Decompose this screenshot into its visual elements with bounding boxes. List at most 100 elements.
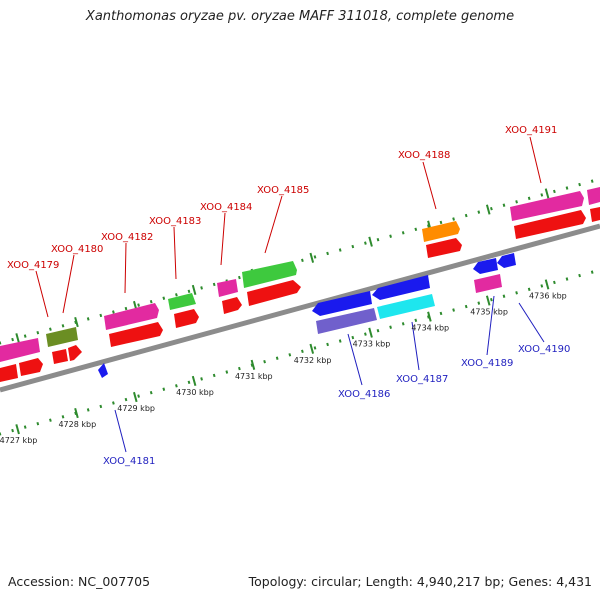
tick-major <box>544 188 550 199</box>
tick-minor <box>124 306 128 311</box>
tick-minor <box>225 370 229 374</box>
gene-xoo-4189[interactable] <box>474 274 502 293</box>
gene-xoo-4188[interactable] <box>422 221 460 242</box>
gene-label[interactable]: XOO_4183 <box>149 216 201 227</box>
gene-label[interactable]: XOO_4190 <box>518 344 570 355</box>
tick-minor <box>464 213 468 218</box>
tick-major <box>368 236 373 247</box>
tick-minor <box>313 346 317 350</box>
gene-forward-red[interactable] <box>19 358 43 376</box>
gene-forward-red[interactable] <box>514 210 586 239</box>
tick-minor <box>351 244 355 249</box>
tick-minor <box>313 255 317 259</box>
gene-label[interactable]: XOO_4185 <box>257 185 309 196</box>
tick-minor <box>200 286 203 290</box>
gene-xoo-4180[interactable] <box>46 327 78 347</box>
tick-minor <box>175 293 178 297</box>
tick-minor <box>376 328 380 333</box>
scale-label: 4729 kbp <box>117 404 155 413</box>
gene-xoo-4186[interactable] <box>312 291 372 316</box>
tick-minor <box>326 251 329 256</box>
tick-minor <box>11 337 14 342</box>
accession-text: Accession: NC_007705 <box>8 574 151 589</box>
gene-label[interactable]: XOO_4179 <box>7 260 59 271</box>
gene-xoo-4186-rna[interactable] <box>316 308 377 334</box>
scale-label: 4730 kbp <box>176 388 214 397</box>
tick-minor <box>553 189 556 194</box>
tick-minor <box>376 237 380 242</box>
tick-minor <box>527 287 531 292</box>
gene-xoo-4190[interactable] <box>473 258 498 274</box>
tick-minor <box>364 332 367 336</box>
gene-label[interactable]: XOO_4181 <box>103 456 155 467</box>
tick-minor <box>590 179 594 183</box>
forward-leader-lines <box>35 136 542 318</box>
tick-minor <box>137 303 140 307</box>
tick-major <box>368 327 373 338</box>
gene-forward-pink[interactable] <box>0 338 40 362</box>
tick-major <box>427 311 432 322</box>
tick-minor <box>36 421 40 426</box>
tick-minor <box>414 227 418 232</box>
gene-xoo-4182[interactable] <box>104 303 159 330</box>
tick-minor <box>326 342 329 347</box>
scale-labels: 4727 kbp 4728 kbp 4729 kbp 4730 kbp 4731 kbp… <box>0 291 567 445</box>
gene-xoo-4181[interactable] <box>98 363 108 378</box>
tick-major <box>191 375 197 387</box>
tick-minor <box>175 384 178 388</box>
reverse-genes <box>98 253 516 378</box>
gene-forward-pink[interactable] <box>587 187 600 205</box>
tick-minor <box>515 291 518 295</box>
gene-forward-red[interactable] <box>590 207 600 222</box>
tick-minor <box>112 401 115 405</box>
tick-minor <box>502 294 506 298</box>
tick-minor <box>338 339 342 343</box>
tick-minor <box>162 296 166 300</box>
map-title: Xanthomonas oryzae pv. oryzae MAFF 31101… <box>85 9 515 24</box>
gene-forward-red[interactable] <box>109 322 163 347</box>
gene-label[interactable]: XOO_4182 <box>101 232 153 243</box>
tick-minor <box>427 224 430 228</box>
gene-forward-red[interactable] <box>0 364 18 382</box>
tick-minor <box>527 196 531 201</box>
tick-minor <box>49 418 52 422</box>
gene-label[interactable]: XOO_4184 <box>200 202 252 213</box>
tick-minor <box>212 373 216 378</box>
tick-minor <box>23 334 27 338</box>
tick-minor <box>452 217 455 221</box>
gene-forward-red[interactable] <box>52 349 68 364</box>
gene-label[interactable]: XOO_4186 <box>338 389 390 400</box>
gene-forward-red[interactable] <box>247 280 301 306</box>
gene-xoo-4191[interactable] <box>510 191 584 221</box>
tick-minor <box>338 248 342 252</box>
tick-minor <box>565 186 569 190</box>
tick-minor <box>490 297 493 302</box>
gene-xoo-4184[interactable] <box>217 279 238 297</box>
tick-minor <box>389 325 392 329</box>
gene-forward-red[interactable] <box>426 238 462 258</box>
forward-genes <box>0 187 600 382</box>
gene-xoo-4190[interactable] <box>497 253 516 268</box>
tick-minor <box>99 313 103 318</box>
tick-minor <box>477 301 481 305</box>
tick-minor <box>86 408 90 412</box>
gene-label[interactable]: XOO_4180 <box>51 244 103 255</box>
gene-forward-red[interactable] <box>174 309 199 328</box>
tick-minor <box>502 203 506 207</box>
gene-label[interactable]: XOO_4189 <box>461 358 513 369</box>
gene-label[interactable]: XOO_4187 <box>396 374 448 385</box>
gene-xoo-4183[interactable] <box>168 293 196 310</box>
gene-forward-red[interactable] <box>68 345 82 361</box>
tick-minor <box>187 380 191 385</box>
gene-label[interactable]: XOO_4188 <box>398 150 450 161</box>
gene-forward-red[interactable] <box>222 297 242 314</box>
tick-minor <box>578 182 581 187</box>
gene-xoo-4185[interactable] <box>242 261 297 288</box>
gene-xoo-4187-rna[interactable] <box>377 294 435 319</box>
gene-label[interactable]: XOO_4191 <box>505 125 557 136</box>
gene-xoo-4187[interactable] <box>372 275 430 300</box>
tick-major <box>74 317 79 328</box>
tick-minor <box>578 273 581 278</box>
tick-minor <box>540 193 544 197</box>
